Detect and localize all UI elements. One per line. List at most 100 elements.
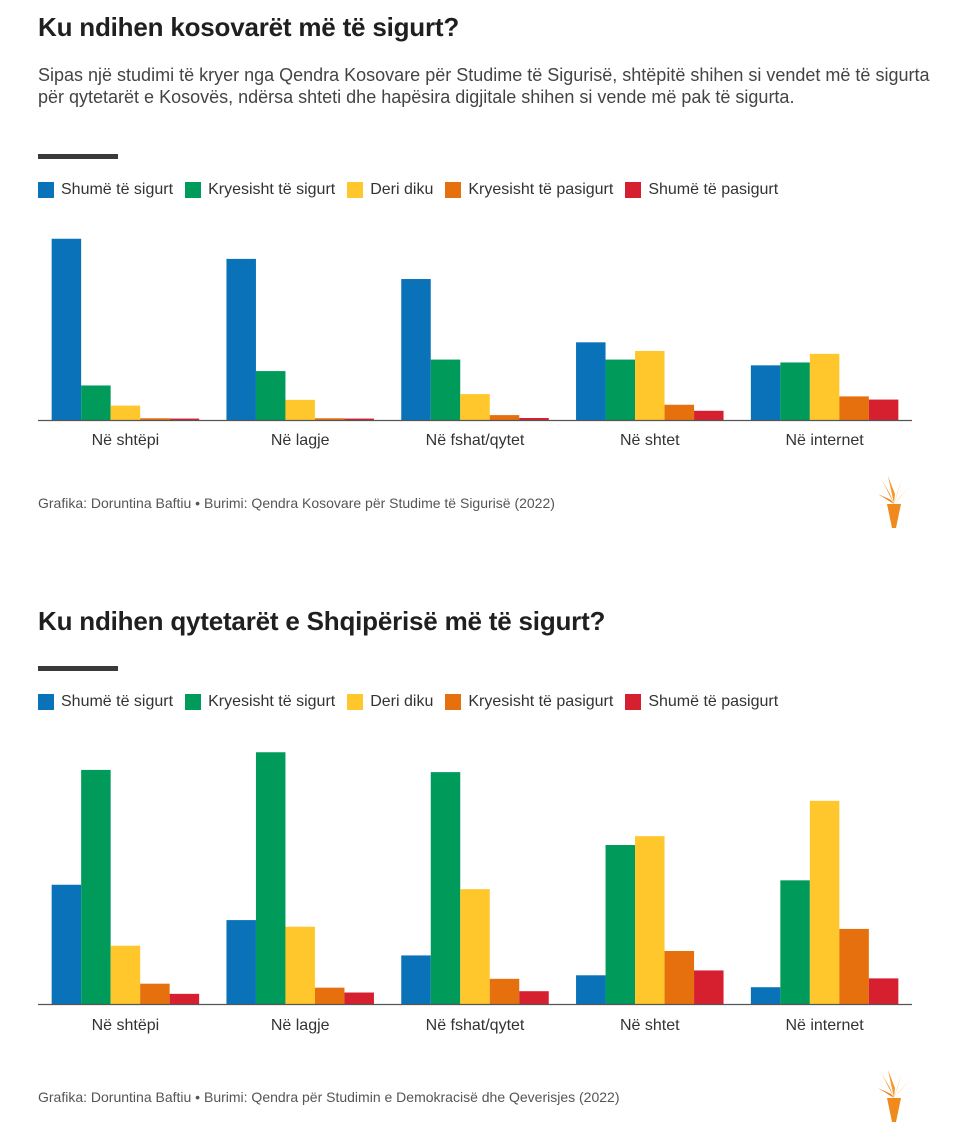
bar [140, 983, 170, 1004]
legend-item: Deri diku [347, 181, 433, 199]
bar [81, 769, 111, 1004]
torch-logo-icon [878, 476, 910, 528]
bar [519, 991, 549, 1004]
x-tick-label: Në shtëpi [92, 1017, 160, 1034]
legend-item: Deri diku [347, 693, 433, 711]
bar [255, 752, 286, 1004]
bar [780, 362, 810, 420]
x-tick-label: Në fshat/qytet [426, 1017, 525, 1034]
legend-swatch [185, 182, 202, 198]
bar [430, 772, 461, 1004]
bar [169, 993, 200, 1004]
bar [344, 992, 374, 1004]
bar [780, 880, 810, 1004]
x-tick-label: Në internet [785, 1017, 864, 1034]
legend-label: Kryesisht të pasigurt [468, 693, 614, 710]
legend-swatch [38, 694, 54, 710]
bar [285, 926, 315, 1004]
bar [110, 405, 141, 420]
legend: Shumë të sigurt Kryesisht të sigurt Deri… [38, 693, 790, 711]
x-tick-label: Në lagje [271, 432, 330, 449]
bar [635, 350, 665, 420]
bar [430, 359, 461, 420]
legend-item: Kryesisht të pasigurt [445, 181, 613, 199]
legend-item: Shumë të pasigurt [625, 181, 778, 199]
bar [489, 415, 520, 420]
bar [401, 279, 431, 420]
bar [809, 800, 840, 1004]
legend-item: Shumë të sigurt [38, 693, 173, 711]
chart-albania: Ku ndihen qytetarët e Shqipërisë më të s… [0, 590, 980, 1136]
legend-swatch [347, 694, 364, 710]
bar [635, 836, 665, 1004]
legend: Shumë të sigurt Kryesisht të sigurt Deri… [38, 181, 790, 199]
bar [401, 955, 431, 1004]
legend-label: Shumë të pasigurt [648, 181, 779, 198]
bar [51, 884, 82, 1004]
bar [226, 258, 256, 420]
legend-item: Kryesisht të sigurt [185, 181, 335, 199]
bar [750, 987, 781, 1004]
legend-swatch [347, 182, 364, 198]
legend-label: Kryesisht të sigurt [208, 181, 336, 198]
bar [51, 238, 82, 420]
legend-label: Kryesisht të pasigurt [468, 181, 614, 198]
bar [140, 418, 170, 420]
bar [460, 889, 490, 1004]
chart-kosovo: Ku ndihen kosovarët më të sigurt? Sipas … [0, 0, 980, 560]
bar [694, 970, 724, 1004]
bar [664, 404, 695, 420]
legend-item: Shumë të sigurt [38, 181, 173, 199]
torch-logo-icon [878, 1070, 910, 1122]
bar [605, 359, 636, 420]
bar [694, 410, 724, 420]
legend-swatch [445, 694, 462, 710]
bar [344, 418, 374, 420]
chart-subtitle: Sipas një studimi të kryer nga Qendra Ko… [38, 65, 930, 107]
bar [314, 418, 345, 420]
legend-label: Shumë të sigurt [61, 181, 174, 198]
bar [750, 365, 781, 420]
legend-item: Shumë të pasigurt [625, 693, 778, 711]
bar [809, 353, 840, 420]
legend-label: Kryesisht të sigurt [208, 693, 336, 710]
bar [664, 951, 695, 1004]
bar [576, 342, 606, 420]
bar [285, 399, 315, 420]
bar [460, 394, 490, 420]
legend-swatch [625, 694, 642, 710]
legend-swatch [185, 694, 202, 710]
x-tick-label: Në shtet [620, 1017, 680, 1034]
x-tick-label: Në shtet [620, 432, 680, 449]
x-tick-label: Në internet [785, 432, 864, 449]
bar [489, 978, 520, 1004]
chart-title: Ku ndihen kosovarët më të sigurt? [38, 12, 460, 42]
source-note: Grafika: Doruntina Baftiu • Burimi: Qend… [38, 1089, 620, 1105]
bar [868, 978, 899, 1004]
legend-label: Shumë të sigurt [61, 693, 174, 710]
bar-plot: Në shtëpi Në lagje Në fshat/qytet Në shtet N… [38, 752, 912, 1034]
title-rule [38, 666, 118, 671]
bar [169, 418, 200, 420]
bar [110, 945, 141, 1004]
bar [839, 928, 869, 1004]
bar [314, 987, 345, 1004]
source-note: Grafika: Doruntina Baftiu • Burimi: Qend… [38, 495, 555, 511]
legend-label: Deri diku [370, 181, 434, 198]
bar [839, 396, 869, 420]
x-tick-label: Në fshat/qytet [426, 432, 525, 449]
bar [255, 371, 286, 420]
legend-item: Kryesisht të pasigurt [445, 693, 613, 711]
legend-swatch [625, 182, 642, 198]
bar [226, 920, 256, 1004]
legend-item: Kryesisht të sigurt [185, 693, 335, 711]
legend-swatch [445, 182, 462, 198]
legend-label: Shumë të pasigurt [648, 693, 779, 710]
bar [519, 417, 549, 420]
chart-title: Ku ndihen qytetarët e Shqipërisë më të s… [38, 606, 606, 636]
x-tick-label: Në shtëpi [92, 432, 160, 449]
bar [605, 845, 636, 1004]
title-rule [38, 154, 118, 159]
bar [81, 385, 111, 420]
legend-swatch [38, 182, 54, 198]
